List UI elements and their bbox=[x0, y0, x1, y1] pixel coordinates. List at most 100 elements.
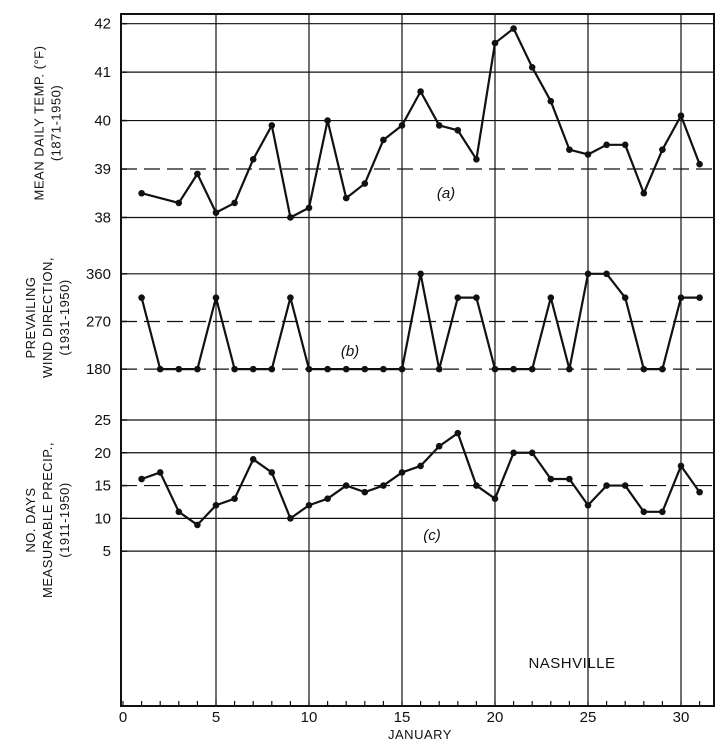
data-point-temp bbox=[268, 122, 276, 129]
data-point-temp bbox=[342, 194, 350, 202]
y-axis-title: MEAN DAILY TEMP. (°F) bbox=[32, 46, 47, 201]
data-point-temp bbox=[566, 146, 573, 153]
y-tick-label: 39 bbox=[94, 161, 111, 178]
data-point-temp bbox=[324, 117, 331, 124]
data-point-precip bbox=[677, 462, 685, 470]
data-point-wind bbox=[380, 365, 387, 373]
data-point-wind bbox=[696, 294, 703, 301]
y-tick-label: 5 bbox=[103, 543, 111, 560]
data-point-precip bbox=[268, 469, 276, 476]
data-point-wind bbox=[194, 365, 201, 373]
y-tick-label: 20 bbox=[94, 445, 111, 462]
data-point-precip bbox=[454, 429, 462, 437]
data-point-precip bbox=[417, 462, 424, 470]
data-point-precip bbox=[621, 482, 629, 489]
y-axis-title: (1871-1950) bbox=[49, 85, 64, 161]
y-axis-title: (1931-1950) bbox=[57, 279, 72, 355]
data-point-precip bbox=[231, 495, 238, 502]
data-point-precip bbox=[473, 482, 480, 489]
data-point-wind bbox=[473, 294, 480, 301]
data-point-temp bbox=[417, 88, 424, 95]
location-label: NASHVILLE bbox=[528, 655, 615, 672]
data-point-precip bbox=[435, 442, 443, 450]
data-point-precip bbox=[696, 488, 703, 496]
data-point-precip bbox=[566, 475, 573, 483]
data-point-wind bbox=[268, 365, 276, 373]
data-point-temp bbox=[361, 180, 369, 187]
data-point-precip bbox=[212, 501, 220, 509]
data-point-temp bbox=[677, 112, 685, 120]
y-tick-label: 40 bbox=[94, 113, 111, 130]
data-point-wind bbox=[361, 365, 369, 373]
grid-layer bbox=[121, 14, 714, 706]
data-point-wind bbox=[621, 294, 629, 301]
data-point-wind bbox=[175, 365, 183, 373]
x-tick-label: 5 bbox=[212, 709, 220, 726]
data-point-wind bbox=[342, 365, 350, 373]
data-point-precip bbox=[510, 449, 517, 457]
data-point-wind bbox=[584, 270, 592, 278]
data-point-temp bbox=[231, 199, 238, 207]
data-point-wind bbox=[398, 365, 406, 373]
y-tick-label: 15 bbox=[94, 478, 111, 495]
y-tick-label: 25 bbox=[94, 412, 111, 429]
panel-label: (c) bbox=[423, 527, 441, 544]
data-point-wind bbox=[547, 294, 555, 301]
x-tick-label: 15 bbox=[394, 709, 411, 726]
y-tick-label: 180 bbox=[86, 361, 111, 378]
panel-label: (a) bbox=[437, 185, 455, 202]
data-point-temp bbox=[659, 146, 666, 153]
data-point-precip bbox=[547, 475, 555, 483]
y-axis-title: NO. DAYS bbox=[23, 487, 38, 552]
y-tick-label: 10 bbox=[94, 510, 111, 527]
data-point-wind bbox=[417, 270, 424, 278]
data-point-temp bbox=[380, 136, 387, 144]
data-point-wind bbox=[212, 294, 220, 301]
data-point-temp bbox=[249, 156, 257, 163]
x-tick-label: 0 bbox=[119, 709, 127, 726]
data-point-precip bbox=[287, 515, 294, 522]
data-point-precip bbox=[659, 508, 666, 516]
x-tick-label: 10 bbox=[301, 709, 318, 726]
data-point-wind bbox=[324, 365, 331, 373]
text-layer: JANUARY NASHVILLE 0 5 10 15 20 25 30 38 39 40 41 42… bbox=[23, 16, 689, 741]
data-point-temp bbox=[510, 25, 517, 32]
data-point-wind bbox=[249, 365, 257, 373]
data-point-temp bbox=[212, 209, 220, 216]
data-point-precip bbox=[138, 475, 145, 483]
data-point-precip bbox=[324, 495, 331, 502]
data-point-precip bbox=[249, 456, 257, 463]
data-point-wind bbox=[659, 365, 666, 373]
data-point-precip bbox=[603, 482, 610, 489]
y-tick-label: 42 bbox=[94, 16, 111, 33]
data-point-wind bbox=[231, 365, 238, 373]
data-point-wind bbox=[138, 294, 145, 301]
x-tick-label: 20 bbox=[487, 709, 504, 726]
data-point-wind bbox=[454, 294, 462, 301]
data-point-wind bbox=[677, 294, 685, 301]
data-point-precip bbox=[528, 449, 536, 457]
series-line-precip bbox=[141, 432, 701, 527]
data-point-temp bbox=[584, 151, 592, 158]
data-point-wind bbox=[491, 365, 499, 373]
y-axis-title: (1911-1950) bbox=[57, 482, 72, 557]
data-point-temp bbox=[287, 214, 294, 221]
data-point-wind bbox=[435, 365, 443, 373]
data-point-temp bbox=[398, 122, 406, 129]
data-point-wind bbox=[528, 365, 536, 373]
data-point-temp bbox=[454, 126, 462, 134]
data-point-wind bbox=[566, 365, 573, 373]
data-point-temp bbox=[435, 122, 443, 129]
data-point-temp bbox=[138, 189, 145, 197]
data-point-temp bbox=[305, 204, 313, 212]
chart-frame bbox=[120, 13, 715, 707]
panel-label: (b) bbox=[341, 343, 359, 360]
y-tick-label: 41 bbox=[94, 64, 111, 81]
data-point-wind bbox=[603, 270, 610, 278]
data-point-temp bbox=[696, 160, 703, 168]
x-axis-title: JANUARY bbox=[388, 727, 452, 741]
data-point-temp bbox=[528, 63, 536, 71]
data-point-precip bbox=[380, 482, 387, 489]
data-point-temp bbox=[547, 97, 555, 105]
